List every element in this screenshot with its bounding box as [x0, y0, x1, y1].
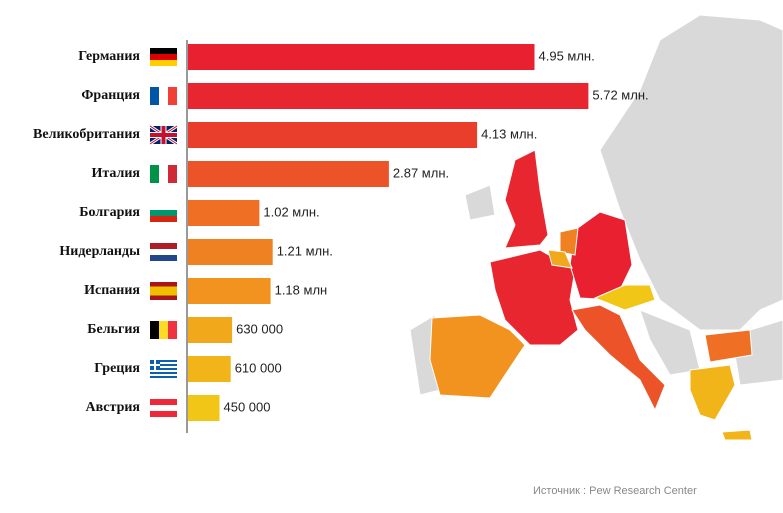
- value-label: 630 000: [236, 321, 283, 336]
- flag: [150, 321, 159, 339]
- flag: [159, 321, 168, 339]
- flag: [150, 54, 177, 60]
- flag: [150, 216, 177, 222]
- flag: [150, 204, 177, 210]
- flag: [150, 399, 177, 405]
- category-label: Франция: [81, 88, 140, 103]
- map-country: [721, 429, 753, 441]
- flag: [150, 364, 177, 366]
- source: Источник : Pew Research Center: [533, 485, 697, 497]
- flag: [150, 362, 177, 364]
- flag: [150, 360, 177, 362]
- flag: [150, 165, 159, 183]
- map-country: [504, 149, 549, 249]
- flag: [150, 60, 177, 66]
- value-label: 610 000: [235, 360, 282, 375]
- map-country: [429, 314, 526, 399]
- flag: [150, 374, 177, 376]
- map-country: [559, 227, 579, 256]
- bar: [188, 122, 478, 148]
- flag: [150, 372, 177, 374]
- map-land: [599, 14, 783, 331]
- flag: [159, 87, 168, 105]
- value-label: 1.21 млн.: [277, 243, 333, 258]
- flag: [168, 321, 177, 339]
- flag: [150, 368, 177, 370]
- category-label: Великобритания: [33, 127, 140, 142]
- bar: [188, 161, 389, 187]
- category-label: Бельгия: [87, 322, 140, 337]
- flag: [150, 286, 177, 296]
- flag: [168, 87, 177, 105]
- value-label: 2.87 млн.: [393, 165, 449, 180]
- map-country: [689, 364, 736, 421]
- flag: [150, 48, 177, 54]
- value-label: 1.02 млн.: [263, 204, 319, 219]
- flag: [150, 87, 159, 105]
- bar: [188, 83, 589, 109]
- map-country: [569, 211, 633, 301]
- value-label: 5.72 млн.: [592, 87, 648, 102]
- bar: [188, 395, 220, 421]
- flag: [150, 364, 160, 366]
- map: [409, 14, 783, 441]
- map-land: [639, 309, 701, 376]
- bar: [188, 239, 273, 265]
- category-label: Нидерланды: [59, 244, 140, 259]
- flag: [150, 255, 177, 261]
- map-country: [704, 329, 753, 363]
- bar: [188, 317, 233, 343]
- value-label: 4.13 млн.: [481, 126, 537, 141]
- flag: [150, 210, 177, 216]
- flag: [150, 366, 177, 368]
- category-label: Германия: [78, 49, 140, 64]
- value-label: 1.18 млн: [275, 282, 328, 297]
- bar: [188, 278, 271, 304]
- flag: [150, 133, 177, 137]
- flag: [150, 376, 177, 378]
- flag: [150, 370, 177, 372]
- bar: [188, 356, 231, 382]
- category-label: Австрия: [85, 400, 140, 415]
- category-label: Греция: [94, 361, 140, 376]
- flag: [150, 405, 177, 411]
- flag: [150, 243, 177, 249]
- value-label: 4.95 млн.: [539, 48, 595, 63]
- category-label: Болгария: [79, 205, 140, 220]
- flag: [150, 249, 177, 255]
- flag: [168, 165, 177, 183]
- bar: [188, 44, 535, 70]
- flag: [159, 165, 168, 183]
- map-country: [593, 284, 656, 311]
- map-country: [571, 304, 666, 412]
- category-label: Италия: [91, 166, 140, 181]
- flag: [150, 411, 177, 417]
- map-land: [464, 184, 496, 221]
- category-label: Испания: [84, 283, 140, 298]
- bar: [188, 200, 260, 226]
- map-country: [547, 249, 573, 269]
- value-label: 450 000: [224, 399, 271, 414]
